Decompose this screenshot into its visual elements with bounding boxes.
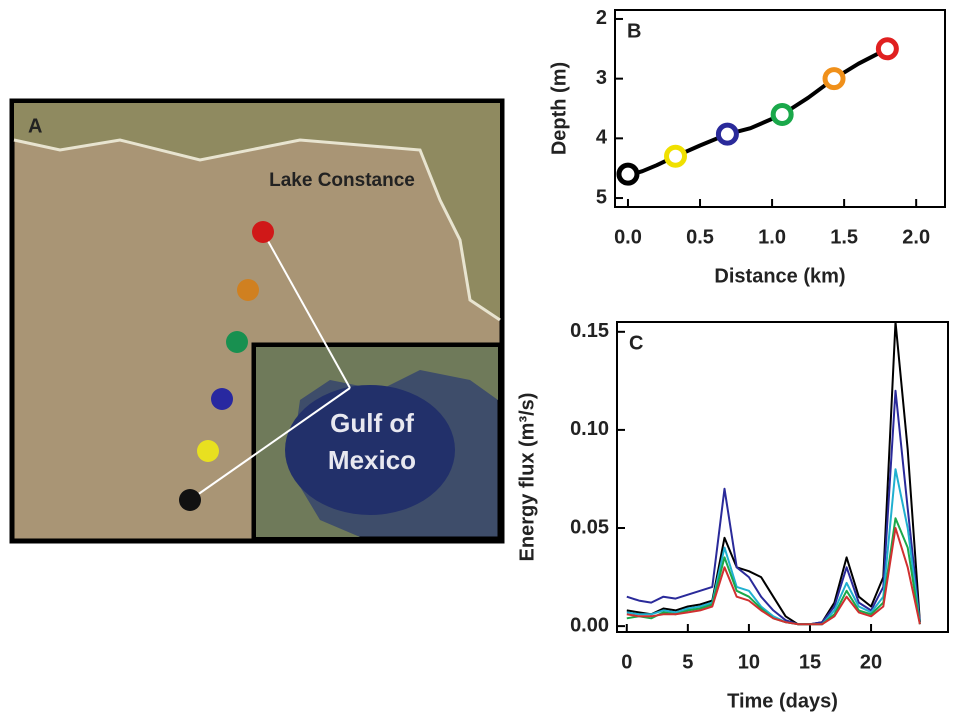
panel-label: C [629,332,643,354]
plot-frame [614,9,946,208]
map-panel: A Lake Constance Gulf of Mexico [9,98,505,544]
marker [664,144,688,168]
location-dot [197,440,219,462]
x-axis-label: Distance (km) [714,265,845,287]
inset-land [256,347,498,537]
x-tick-label: 2.0 [902,226,930,248]
marker [616,162,640,186]
location-dot [211,388,233,410]
y-tick-label: 0.15 [570,320,609,342]
panel-label: A [28,115,42,137]
location-dot [179,489,201,511]
location-dot [226,331,248,353]
location-dot [252,221,274,243]
y-tick-label: 0.10 [570,418,609,440]
x-tick-label: 15 [799,651,821,673]
map-label: Gulf of [330,408,414,438]
x-tick-label: 1.5 [830,226,858,248]
data-line [621,47,889,183]
x-tick-label: 0 [621,651,632,673]
plot-frame [616,321,949,633]
map-label: Lake Constance [269,170,415,191]
data-line [626,389,921,626]
y-axis-label: Depth (m) [548,62,570,155]
marker [715,122,739,146]
y-tick-label: 4 [596,127,608,149]
x-tick-label: 10 [738,651,760,673]
y-tick-label: 5 [596,186,607,208]
x-tick-label: 0.0 [614,226,642,248]
marker [770,102,794,126]
data-line [626,321,921,626]
data-line [626,527,921,626]
marker [822,67,846,91]
shore-land [14,103,500,320]
location-dot [237,279,259,301]
x-tick-label: 20 [860,651,882,673]
x-tick-label: 0.5 [686,226,714,248]
x-axis-label: Time (days) [727,690,838,712]
data-line [626,517,921,626]
data-line [626,468,921,626]
y-tick-label: 3 [596,67,607,89]
shore-line [13,138,501,322]
panel-label: B [627,20,641,42]
x-tick-label: 1.0 [758,226,786,248]
y-tick-label: 0.05 [570,516,609,538]
marker [875,37,899,61]
x-tick-label: 5 [682,651,693,673]
map-label: Mexico [328,445,416,475]
gulf-water [285,385,455,515]
y-tick-label: 0.00 [570,614,609,636]
pointer-line [262,231,351,389]
y-axis-label: Energy flux (m³/s) [516,393,538,562]
pointer-line [189,387,351,501]
y-tick-label: 2 [596,7,607,29]
